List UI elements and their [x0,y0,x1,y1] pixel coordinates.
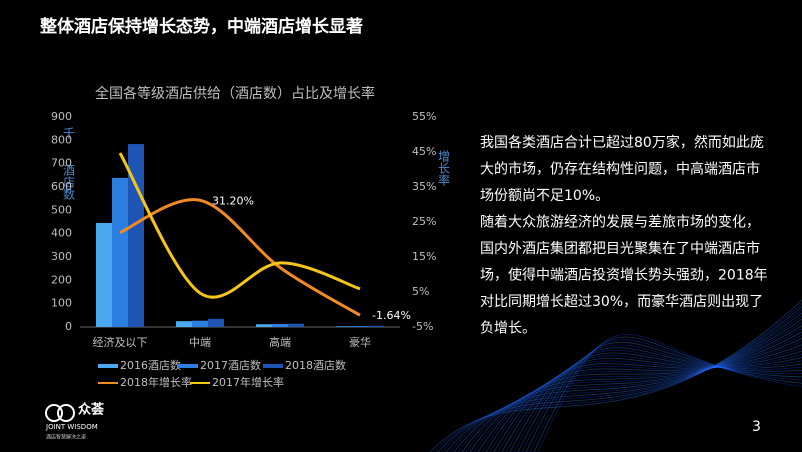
wave-line [473,334,802,452]
wave-line [489,347,802,452]
bar [288,323,304,327]
paragraph-line: 场份额尚不足10%。 [480,188,609,204]
logo: 众荟 JOINT WISDOM 酒店智慧解决之道 [45,402,105,441]
wave-line [529,339,802,452]
y-tick-label: 100 [51,297,72,310]
wave-line [537,334,802,452]
wave-line [481,341,802,452]
logo-text: 众荟 [78,402,105,418]
y2-tick-label: 35% [412,180,436,193]
y-tick-label: 700 [51,157,72,170]
legend-label: 2018酒店数 [285,358,346,372]
paragraph-line: 随着大众旅游经济的发展与差旅市场的变化， [480,214,760,231]
page-number: 3 [752,419,761,435]
bar [176,321,192,327]
wave-line [521,344,802,452]
wave-line [449,315,802,452]
wave-line [497,354,802,452]
wave-line [501,357,802,452]
bar [272,323,288,327]
logo-en: JOINT WISDOM [45,423,98,431]
logo-icon [45,404,63,422]
chart-title: 全国各等级酒店供给（酒店数）占比及增长率 [95,85,375,102]
x-tick-label: 高端 [269,335,291,349]
y-tick-label: 400 [51,227,72,240]
wave-line [457,322,802,452]
y-tick-label: 500 [51,203,72,216]
x-tick-label: 经济及以下 [93,335,148,349]
bar [368,325,384,327]
wave-line [533,336,802,452]
y2-tick-label: -5% [412,320,433,333]
paragraph-line: 对比同期增长超过30%，而豪华酒店则出现了 [480,294,763,310]
paragraph-line: 我国各类酒店合计已超过80万家，然而如此庞 [480,134,764,151]
wave-line [485,344,802,452]
paragraph-line: 大的市场，仍存在结构性问题，中高端酒店市 [480,161,760,178]
wave-line [493,350,802,452]
wave-line [509,352,802,452]
legend-label: 2017年增长率 [212,375,284,389]
wave-line [437,306,802,452]
paragraph: 我国各类酒店合计已超过80万家，然而如此庞大的市场，仍存在结构性问题，中高端酒店… [480,134,768,337]
y-axis-label: 酒店数 [62,164,76,201]
x-tick-label: 中端 [189,336,211,349]
wave-decoration [429,299,802,452]
y2-tick-label: 25% [412,215,436,228]
wave-line [445,312,802,452]
paragraph-line: 国内外酒店集团都把目光聚集在了中端酒店市 [480,240,760,257]
wave-line [505,355,802,452]
legend-label: 2016酒店数 [120,358,181,372]
bar [256,324,272,327]
y-tick-label: 300 [51,250,72,263]
y2-tick-label: 55% [412,110,436,123]
wave-line [453,318,802,452]
wave-line [461,325,802,452]
x-tick-label: 豪华 [349,335,371,349]
y-tick-label: 600 [51,180,72,193]
y-tick-label: 800 [51,133,72,146]
bar [208,318,224,327]
wave-line [517,347,802,452]
logo-icon [57,404,75,422]
bar [112,177,128,327]
y-tick-label: 200 [51,273,72,286]
data-label: 31.20% [212,194,254,207]
wave-line [433,302,802,452]
bar [96,222,112,327]
data-label: -1.64% [372,309,411,322]
y2-tick-label: 45% [412,145,436,158]
y-tick-label: 900 [51,110,72,123]
rate-line [119,198,361,317]
rate-line [118,152,361,299]
wave-line [513,349,802,452]
wave-line [469,331,802,452]
wave-line [429,299,802,452]
wave-line [477,338,802,452]
y-unit: 千 [62,127,76,139]
paragraph-line: 负增长。 [480,321,536,337]
paragraph-line: 场，使得中端酒店投资增长势头强劲，2018年 [480,267,768,284]
legend-label: 2018年增长率 [120,375,192,389]
legend-label: 2017酒店数 [200,358,261,372]
bar [128,144,144,327]
y-tick-label: 0 [65,320,72,333]
wave-line [441,309,802,452]
y2-tick-label: 15% [412,250,436,263]
slide-title: 整体酒店保持增长态势，中端酒店增长显著 [40,16,363,37]
y2-axis-label: 增长率 [437,150,451,186]
bar [336,326,352,327]
wave-line [525,342,802,452]
wave-line [465,328,802,452]
bar [352,326,368,327]
y2-tick-label: 5% [412,285,429,298]
logo-tagline: 酒店智慧解决之道 [46,434,86,441]
bar [192,320,208,327]
